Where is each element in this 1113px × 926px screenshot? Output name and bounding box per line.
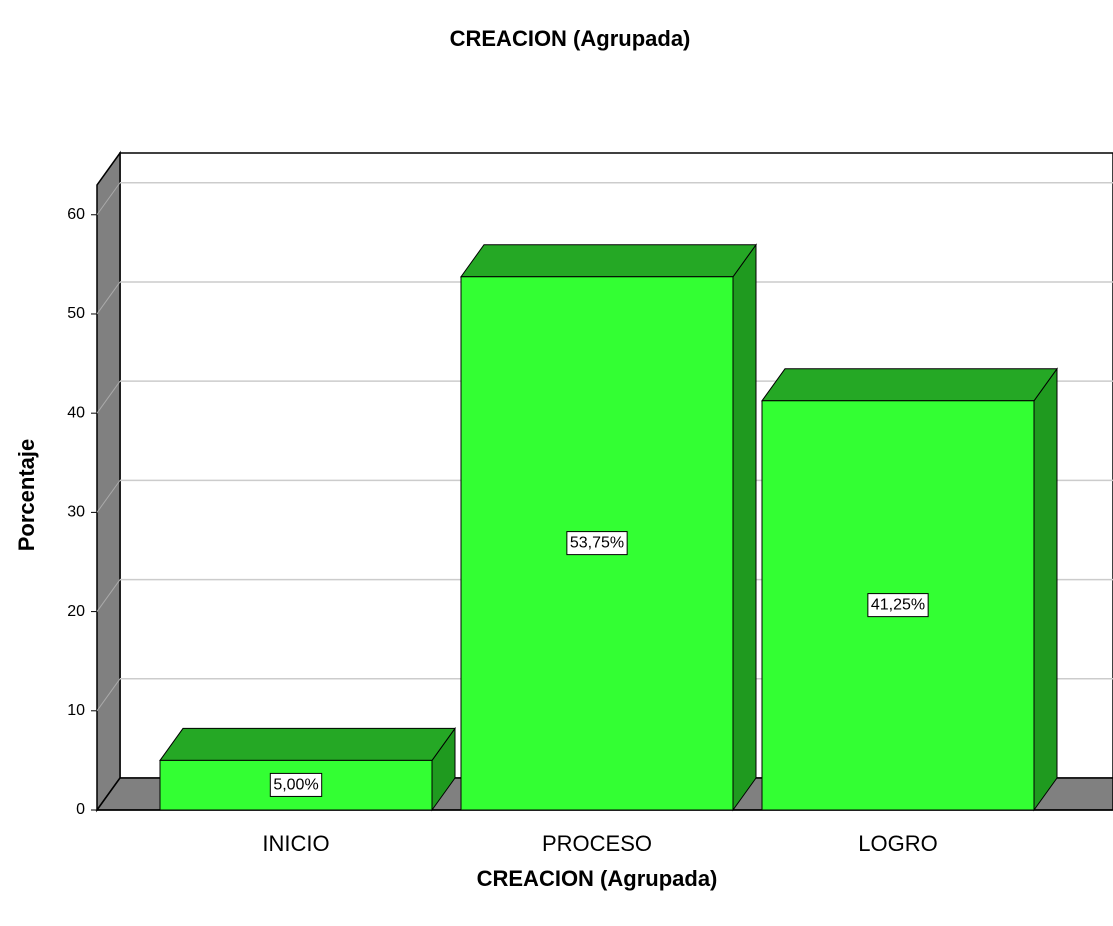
value-label: 53,75% xyxy=(570,535,624,552)
y-tick-label: 40 xyxy=(67,404,85,421)
grid-line xyxy=(96,281,121,315)
y-tick-label: 30 xyxy=(67,504,85,521)
bar-top xyxy=(159,727,456,761)
grid-line xyxy=(96,380,121,414)
x-tick-label: LOGRO xyxy=(858,831,937,856)
grid-line xyxy=(96,579,121,612)
value-label-box xyxy=(269,772,323,797)
value-label: 5,00% xyxy=(273,776,318,793)
y-axis-label: Porcentaje xyxy=(14,439,39,552)
y-tick-label: 20 xyxy=(67,603,85,620)
grid-line xyxy=(96,182,121,216)
bar-top xyxy=(460,244,757,278)
value-label: 41,25% xyxy=(871,597,925,614)
bar-side xyxy=(1033,367,1058,812)
bar-side xyxy=(732,243,757,812)
x-tick-label: INICIO xyxy=(262,831,329,856)
value-label-box xyxy=(566,531,628,556)
bar-top xyxy=(761,368,1058,402)
value-label-box xyxy=(867,593,929,618)
x-tick-label: PROCESO xyxy=(542,831,652,856)
grid-line xyxy=(96,678,121,712)
y-tick-label: 60 xyxy=(67,206,85,223)
x-axis-label: CREACION (Agrupada) xyxy=(477,866,718,891)
side-wall xyxy=(96,150,121,813)
y-tick-label: 0 xyxy=(76,801,85,818)
grid-line xyxy=(96,480,121,513)
chart-title: CREACION (Agrupada) xyxy=(450,26,691,51)
y-tick-label: 50 xyxy=(67,305,85,322)
y-tick-label: 10 xyxy=(67,702,85,719)
